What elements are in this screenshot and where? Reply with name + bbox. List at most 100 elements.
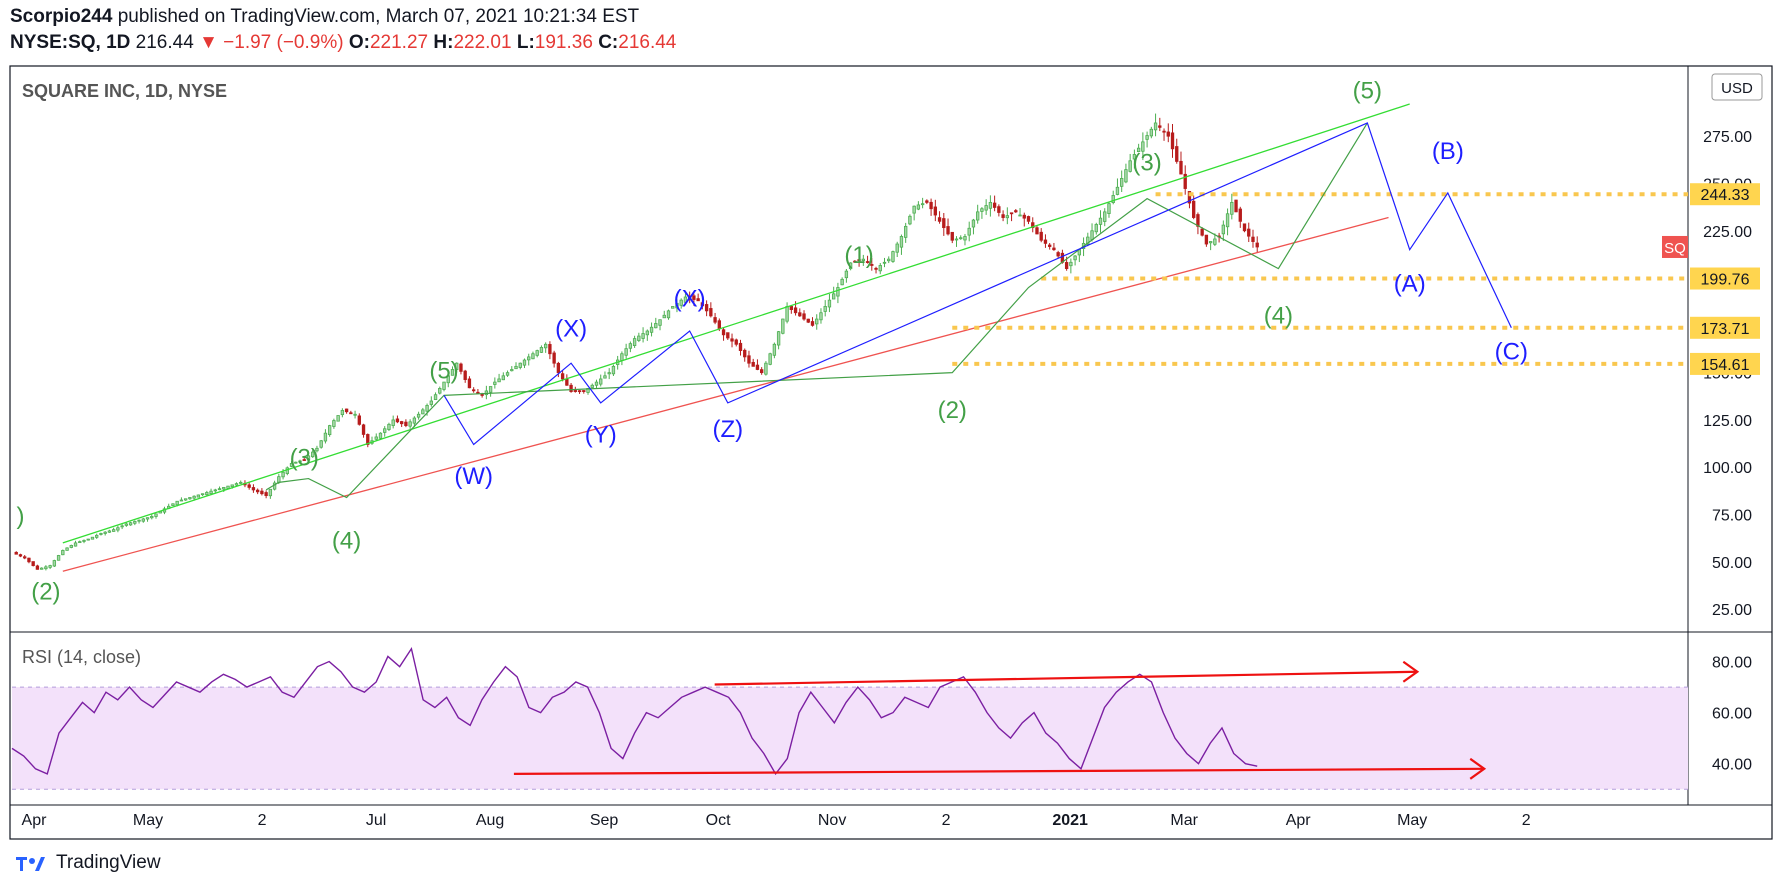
candle-body [433,394,438,400]
candle-body [709,308,713,317]
candle-body [1162,130,1166,133]
candle-body [920,203,925,206]
candle-body [145,517,150,520]
candle-body [179,499,184,502]
candle-body [929,201,933,210]
candle-body [721,329,726,336]
candle-body [200,493,205,496]
candle-body [552,352,556,364]
candle-body [90,536,95,540]
candle-body [641,333,645,339]
candle-body [1090,230,1094,241]
candle-body [78,541,82,544]
candle-body [688,296,692,299]
time-tick-label: Apr [1286,812,1312,829]
candle-body [522,359,527,366]
candle-body [976,211,980,221]
candle-body [416,413,421,418]
candle-body [73,542,78,547]
candle-body [954,238,959,241]
price-tick-label: 50.00 [1712,555,1752,572]
candle-body [1166,131,1170,137]
candle-body [823,306,827,312]
candle-body [196,494,201,498]
candle-body [391,419,395,426]
candle-body [336,415,340,422]
candle-body [607,372,611,375]
candle-body [52,560,57,567]
candle-body [781,318,785,334]
candle-body [942,218,946,229]
candle-body [916,204,921,210]
candle-body [488,386,493,393]
sq-tag-label: SQ [1664,240,1686,257]
candle-body [793,307,798,314]
candle-body [493,381,497,385]
rsi-support-arrow [513,767,1485,776]
tradingview-logo-icon [16,857,45,871]
candle-body [209,490,213,495]
publish-info: Scorpio244 published on TradingView.com,… [10,6,639,28]
currency-button[interactable]: USD [1711,73,1763,101]
sq-tag [1662,235,1688,258]
candle-body [408,421,412,427]
candle-body [1035,227,1039,235]
candle-body [865,261,870,263]
candle-body [1141,141,1145,152]
publisher-name[interactable]: Scorpio244 [10,6,113,27]
candle-body [471,389,476,392]
price-level-tag [1690,267,1760,290]
price-level-label: 199.76 [1701,272,1750,289]
candle-body [899,236,904,248]
candle-body [992,202,997,208]
candle-body [107,530,112,533]
candle-body [577,390,582,393]
ohlc-legend: NYSE:SQ, 1D 216.44 ▼ −1.97 (−0.9%) O:221… [10,32,676,54]
candle-body [239,481,243,484]
candle-body [298,460,302,463]
candle-body [590,384,594,388]
wave-label: ) [16,503,24,530]
tradingview-brand: TradingView [56,852,161,873]
time-tick-label: 2 [258,812,267,829]
candle-body [56,555,61,561]
axes: 25.0050.0075.00100.00125.00150.00175.002… [22,129,1760,829]
time-tick-label: 2 [942,812,951,829]
candle-body [230,484,234,488]
price-level-label: 244.33 [1701,187,1750,204]
candle-body [18,554,23,557]
candle-body [374,436,378,440]
wave-label: (A) [1394,270,1426,297]
time-tick-label: May [133,812,163,829]
time-tick-label: May [1397,812,1427,829]
candle-body [848,262,853,270]
wave-label: (4) [332,528,361,555]
candle-body [827,299,832,308]
candle-body [836,287,840,297]
wave-label: (2) [31,579,60,606]
candle-body [175,500,179,506]
candle-body [484,390,489,396]
candle-body [264,492,268,496]
candle-body [1103,211,1107,222]
candle-body [967,227,971,236]
wave-label: (C) [1495,338,1528,365]
candle-body [1064,262,1069,270]
candle-body [912,205,916,214]
high-label: H: [433,32,454,53]
candle-body [327,425,332,436]
candle-body [1005,215,1009,219]
candle-body [539,347,544,353]
price-level-label: 173.71 [1701,321,1750,338]
price-tick-label: 125.00 [1703,413,1752,430]
candle-body [95,534,99,538]
candle-body [171,503,175,506]
price-pane: ) (2) (3) (4) (5) (W) (X) (Y) (X) (Z) (1) (2) (3) (4)… [14,77,1688,606]
rsi-tick-label: 80.00 [1712,655,1752,672]
candle-body [69,545,73,548]
candle-body [751,361,755,367]
candle-body [99,533,103,535]
tradingview-footer[interactable]: TradingView [14,852,161,874]
candle-body [535,350,539,356]
